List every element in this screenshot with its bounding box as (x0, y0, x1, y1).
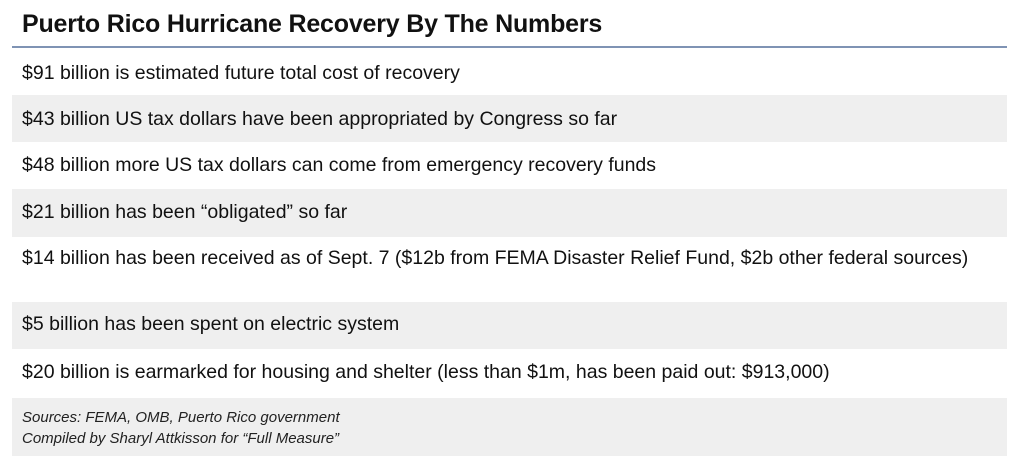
stat-row: $5 billion has been spent on electric sy… (12, 302, 1007, 349)
stat-row: $20 billion is earmarked for housing and… (12, 349, 1007, 398)
stat-text: $91 billion is estimated future total co… (22, 62, 460, 84)
stat-text: $48 billion more US tax dollars can come… (22, 154, 657, 176)
stat-text: $14 billion has been received as of Sept… (22, 247, 969, 269)
title-divider (12, 46, 1007, 48)
sources-note: Sources: FEMA, OMB, Puerto Rico governme… (12, 398, 1007, 456)
stat-text: $43 billion US tax dollars have been app… (22, 108, 618, 130)
stat-text: $21 billion has been “obligated” so far (22, 201, 348, 223)
stat-text: $5 billion has been spent on electric sy… (22, 313, 400, 335)
sources-line: Sources: FEMA, OMB, Puerto Rico governme… (22, 409, 340, 426)
page-title: Puerto Rico Hurricane Recovery By The Nu… (22, 10, 603, 38)
stat-row: $43 billion US tax dollars have been app… (12, 95, 1007, 142)
stat-row: $48 billion more US tax dollars can come… (12, 142, 1007, 189)
stat-row: $14 billion has been received as of Sept… (12, 237, 1007, 302)
stat-text: $20 billion is earmarked for housing and… (22, 361, 830, 383)
credit-line: Compiled by Sharyl Attkisson for “Full M… (22, 430, 340, 447)
stat-row: $21 billion has been “obligated” so far (12, 189, 1007, 237)
stat-row: $91 billion is estimated future total co… (12, 48, 1007, 95)
